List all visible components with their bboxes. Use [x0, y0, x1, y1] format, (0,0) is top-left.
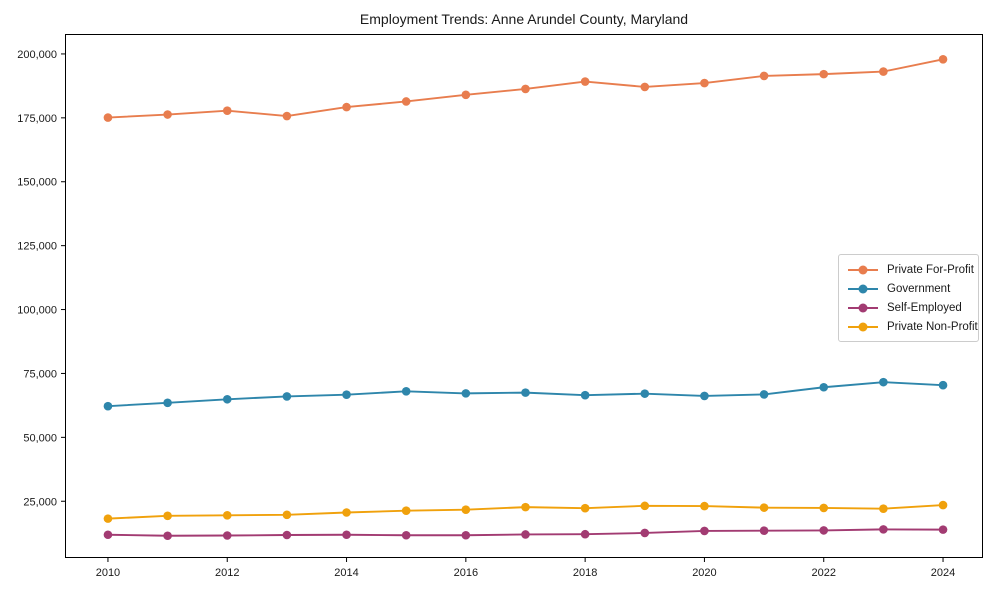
data-point-marker: [342, 508, 351, 517]
data-point-marker: [640, 528, 650, 538]
line-marker-icon: [848, 284, 878, 294]
data-point-marker: [521, 84, 530, 94]
y-axis-tick-label: 150,000: [17, 177, 57, 189]
x-axis-tick-label: 2022: [811, 567, 835, 579]
data-point-marker: [580, 529, 590, 539]
y-axis-tick-label: 100,000: [17, 305, 57, 317]
x-axis-tick-label: 2012: [215, 567, 239, 579]
data-point-marker: [938, 55, 948, 64]
data-point-marker: [700, 78, 709, 88]
line-marker-icon: [848, 265, 878, 275]
legend-item-private-non-profit: Private Non-Profit: [848, 321, 978, 333]
series-self-employed: [103, 525, 948, 541]
data-point-marker: [282, 392, 292, 401]
y-axis-tick-label: 50,000: [23, 432, 57, 444]
data-point-marker: [461, 90, 471, 100]
data-point-marker: [222, 394, 232, 404]
data-point-marker: [342, 102, 351, 112]
data-point-marker: [879, 67, 888, 76]
legend-label: Private For-Profit: [887, 263, 974, 276]
legend-item-government: Government: [848, 283, 969, 295]
data-point-marker: [759, 390, 769, 399]
data-point-marker: [819, 526, 829, 535]
data-point-marker: [640, 82, 650, 92]
data-point-marker: [342, 390, 351, 399]
data-point-marker: [163, 531, 172, 541]
legend-label: Self-Employed: [887, 301, 962, 314]
x-axis-tick-label: 2010: [96, 567, 120, 579]
data-point-marker: [163, 110, 172, 119]
x-axis-tick-label: 2014: [334, 567, 358, 579]
legend-item-private-for-profit: Private For-Profit: [848, 264, 974, 276]
data-point-marker: [700, 501, 709, 511]
series-government: [103, 377, 948, 411]
line-marker-icon: [848, 303, 878, 313]
legend: Private For-Profit Government Self-Emplo…: [838, 254, 979, 342]
data-point-marker: [401, 97, 411, 106]
data-point-marker: [759, 71, 769, 81]
data-point-marker: [879, 525, 888, 534]
data-point-marker: [282, 530, 292, 540]
data-point-marker: [103, 113, 113, 122]
data-point-marker: [461, 530, 471, 540]
data-point-marker: [819, 382, 829, 392]
y-axis-tick-label: 75,000: [23, 368, 57, 380]
data-point-marker: [103, 530, 113, 540]
x-axis-tick-label: 2018: [573, 567, 597, 579]
data-point-marker: [640, 501, 650, 511]
data-point-marker: [580, 390, 590, 400]
data-point-marker: [401, 530, 411, 540]
x-axis-tick-label: 2020: [692, 567, 716, 579]
line-marker-icon: [848, 322, 878, 332]
data-point-marker: [461, 389, 471, 398]
data-point-marker: [103, 514, 113, 523]
data-point-marker: [461, 505, 471, 514]
series-private-non-profit: [103, 500, 948, 523]
data-point-marker: [401, 387, 411, 396]
data-point-marker: [282, 510, 292, 520]
y-axis-tick-label: 175,000: [17, 113, 57, 125]
data-point-marker: [700, 526, 709, 536]
legend-label: Private Non-Profit: [887, 320, 978, 333]
data-point-marker: [819, 503, 829, 513]
data-point-marker: [580, 503, 590, 513]
data-point-marker: [759, 526, 769, 535]
data-point-marker: [401, 506, 411, 516]
data-point-marker: [521, 388, 530, 397]
data-point-marker: [222, 106, 232, 115]
x-axis-tick-label: 2016: [454, 567, 478, 579]
data-point-marker: [222, 531, 232, 540]
data-point-marker: [222, 511, 232, 520]
data-point-marker: [938, 380, 948, 390]
data-point-marker: [580, 77, 590, 86]
legend-label: Government: [887, 282, 951, 295]
chart-title: Employment Trends: Anne Arundel County, …: [359, 11, 689, 27]
data-point-marker: [521, 502, 530, 512]
data-point-marker: [819, 69, 829, 79]
data-point-marker: [759, 503, 769, 512]
legend-item-self-employed: Self-Employed: [848, 302, 969, 314]
y-axis-tick-label: 25,000: [23, 496, 57, 508]
y-axis-tick-label: 125,000: [17, 241, 57, 253]
data-point-marker: [282, 111, 292, 121]
x-axis-tick-label: 2024: [931, 567, 955, 579]
y-axis-tick-label: 200,000: [17, 49, 57, 61]
data-point-marker: [879, 377, 888, 387]
data-point-marker: [103, 401, 113, 411]
plot-area-border: [65, 34, 983, 558]
data-point-marker: [521, 530, 530, 539]
data-point-marker: [163, 398, 172, 408]
data-point-marker: [342, 530, 351, 540]
data-point-marker: [163, 511, 172, 521]
data-point-marker: [879, 504, 888, 513]
data-point-marker: [640, 389, 650, 398]
series-private-for-profit: [103, 55, 948, 122]
data-point-marker: [938, 525, 948, 534]
data-point-marker: [938, 500, 948, 510]
data-point-marker: [700, 391, 709, 401]
